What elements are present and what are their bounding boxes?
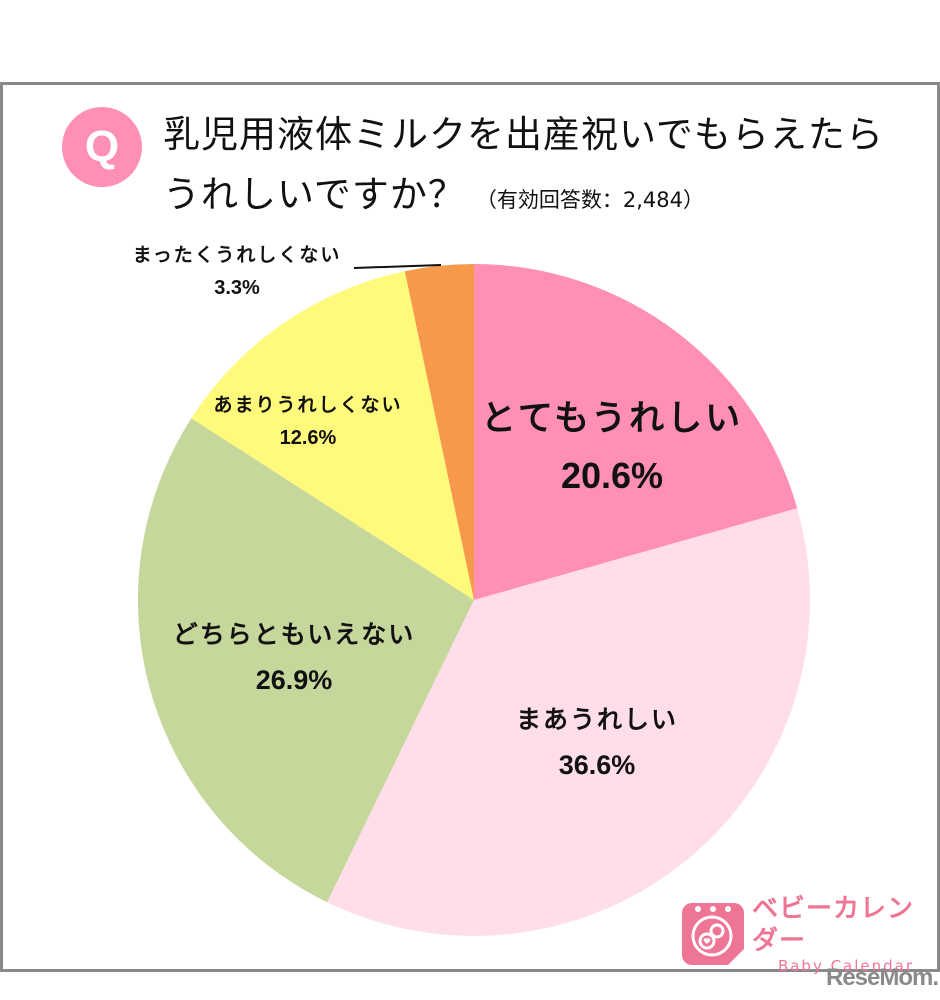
question-badge: Q: [62, 107, 142, 187]
label-name: あまりうれしくない: [213, 394, 403, 416]
calendar-baby-icon: [682, 903, 744, 965]
slice-not-happy-at-all: [404, 264, 474, 600]
title-line-2: うれしいですか？ （有効回答数：2,484）: [163, 165, 884, 230]
chart-title: 乳児用液体ミルクを出産祝いでもらえたら うれしいですか？ （有効回答数：2,484…: [163, 105, 884, 230]
label-not-very-happy: あまりうれしくない 12.6%: [213, 390, 402, 450]
slice-not-very-happy: [191, 271, 474, 600]
label-name: まったくうれしくない: [132, 244, 342, 266]
label-not-happy-at-all: まったくうれしくない 3.3%: [133, 240, 342, 300]
label-pct: 26.9%: [255, 665, 333, 695]
label-very-happy: とてもうれしい 20.6%: [481, 390, 743, 497]
logo-jp: ベビーカレンダー: [752, 894, 915, 956]
logo-en: Baby Calendar: [777, 957, 915, 975]
title-line-1: 乳児用液体ミルクを出産祝いでもらえたら: [163, 113, 884, 156]
label-somewhat-happy: まあうれしい 36.6%: [516, 700, 678, 781]
slice-somewhat-happy: [327, 508, 810, 936]
label-name: まあうれしい: [515, 705, 679, 734]
label-neutral: どちらともいえない 26.9%: [173, 615, 416, 696]
resemom-watermark: ReseMom.: [826, 964, 939, 991]
logo-text: ベビーカレンダー Baby Calendar: [752, 893, 940, 975]
slice-very-happy: [474, 264, 798, 600]
chart-frame: [0, 82, 940, 972]
label-name: とてもうれしい: [480, 399, 744, 439]
title-line-2-text: うれしいですか？: [163, 173, 466, 216]
label-pct: 12.6%: [279, 427, 337, 449]
sample-size-note: （有効回答数：2,484）: [475, 188, 705, 212]
baby-calendar-logo: ベビーカレンダー Baby Calendar: [682, 893, 940, 975]
label-name: どちらともいえない: [172, 620, 416, 649]
slice-neutral: [137, 418, 474, 903]
leader-line: [353, 264, 442, 269]
label-pct: 3.3%: [214, 277, 260, 299]
label-pct: 20.6%: [560, 455, 664, 496]
label-pct: 36.6%: [558, 750, 636, 780]
